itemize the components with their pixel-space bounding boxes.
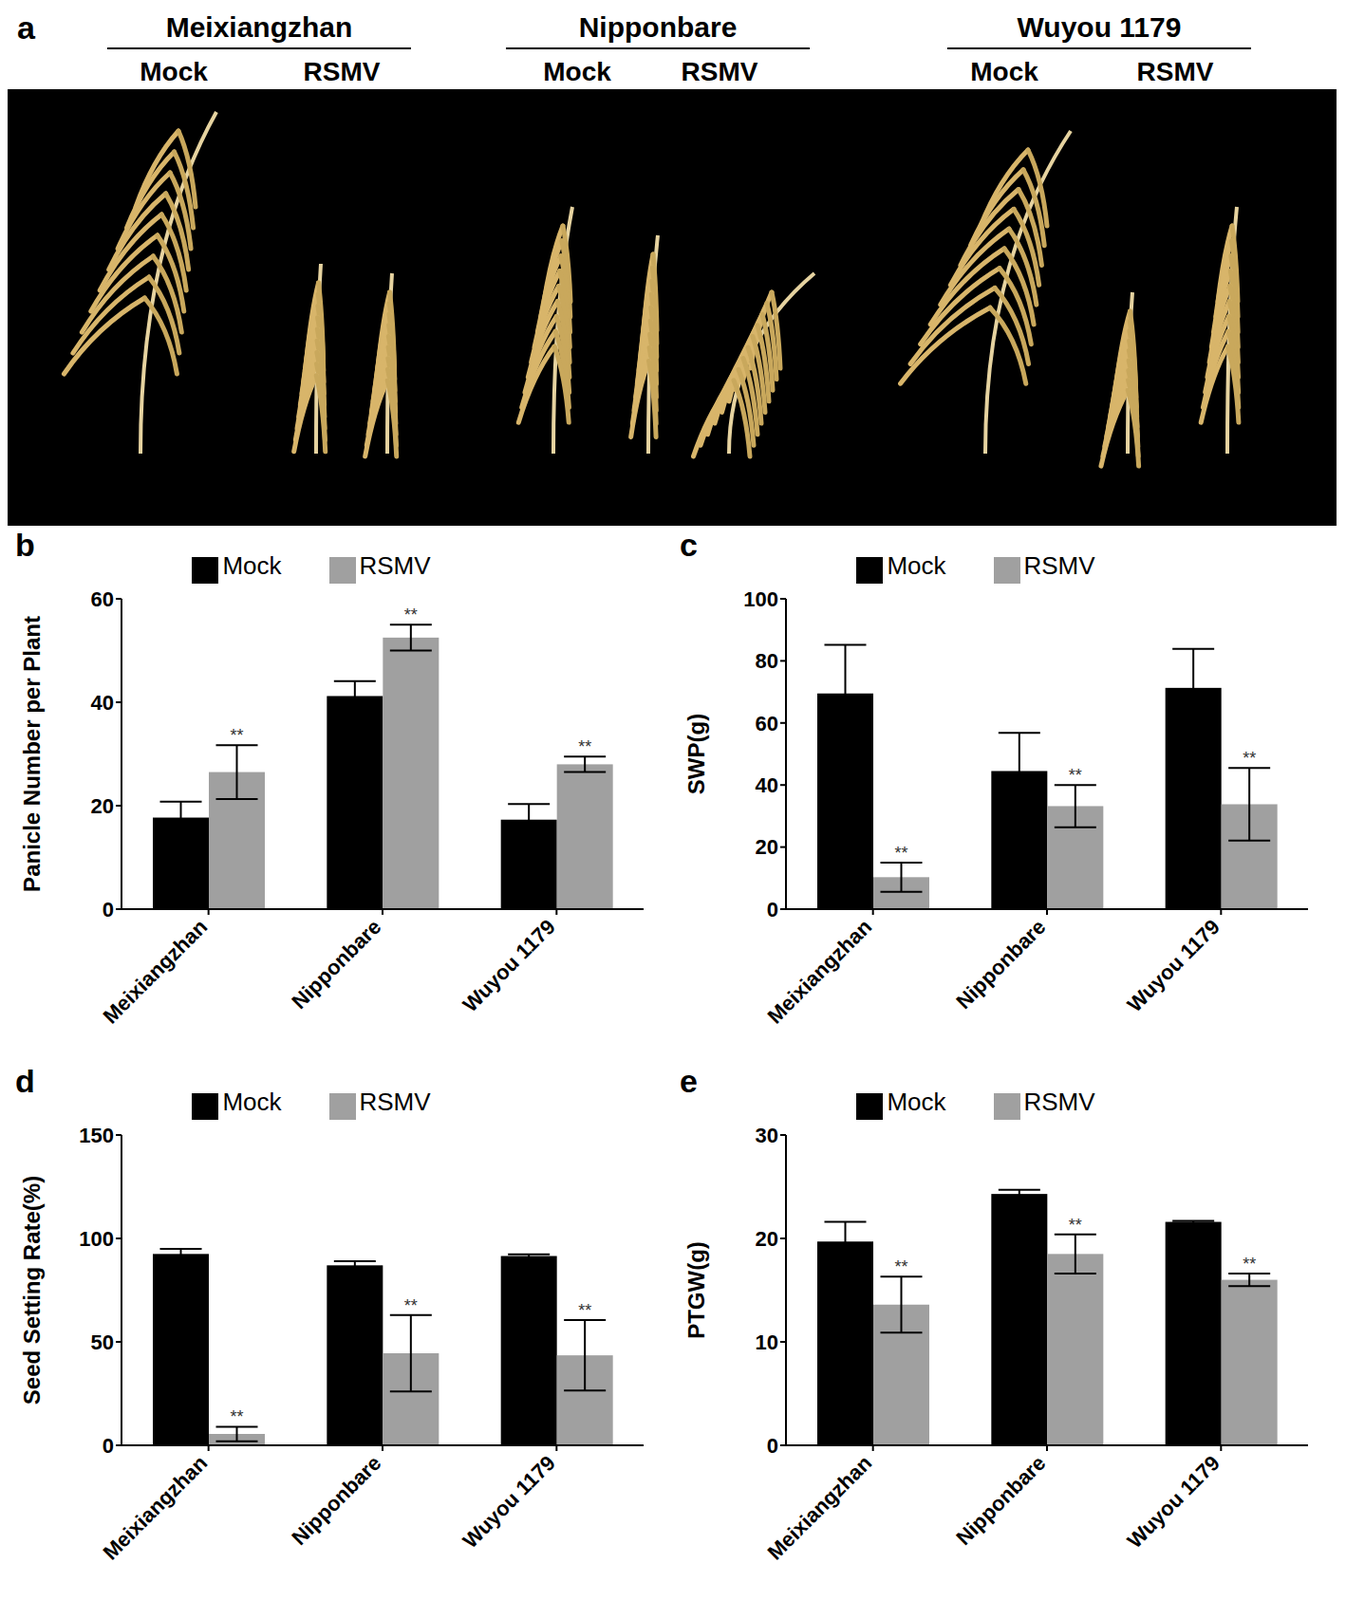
svg-text:**: **	[404, 1296, 418, 1316]
svg-text:150: 150	[78, 1123, 114, 1148]
svg-text:**: **	[578, 737, 592, 757]
html-text:Nipponbare: Nipponbare	[578, 11, 737, 43]
html-text:Mock: Mock	[543, 56, 612, 87]
svg-text:**: **	[229, 726, 244, 746]
html-text:Mock: Mock	[222, 551, 282, 580]
html-text:RSMV: RSMV	[1023, 551, 1096, 580]
svg-text:Nipponbare: Nipponbare	[286, 1451, 386, 1551]
html-text:RSMV: RSMV	[303, 56, 381, 87]
svg-text:Meixiangzhan: Meixiangzhan	[763, 1451, 878, 1566]
html-text:a: a	[17, 9, 36, 46]
svg-text:0: 0	[102, 897, 114, 922]
svg-text:**: **	[1242, 1254, 1256, 1274]
html-text:b: b	[15, 526, 35, 563]
svg-text:Meixiangzhan: Meixiangzhan	[98, 915, 213, 1029]
svg-text:30: 30	[755, 1123, 779, 1148]
svg-text:100: 100	[743, 587, 779, 612]
html-text:Mock: Mock	[886, 551, 946, 580]
html-text:RSMV: RSMV	[1136, 56, 1214, 87]
svg-text:Meixiangzhan: Meixiangzhan	[763, 915, 878, 1029]
html-text:Mock: Mock	[222, 1087, 282, 1117]
html-text:c: c	[679, 526, 698, 563]
svg-text:0: 0	[102, 1434, 114, 1459]
svg-text:Nipponbare: Nipponbare	[286, 915, 386, 1014]
html-text:Meixiangzhan: Meixiangzhan	[165, 11, 353, 43]
svg-text:100: 100	[78, 1227, 114, 1252]
svg-text:**: **	[894, 1257, 908, 1277]
svg-text:**: **	[404, 605, 418, 625]
html-text:d: d	[15, 1063, 35, 1100]
svg-text:**: **	[578, 1301, 592, 1321]
svg-text:**: **	[1068, 766, 1083, 786]
svg-text:SWP(g): SWP(g)	[683, 713, 710, 795]
svg-text:20: 20	[91, 794, 114, 819]
svg-text:Panicle Number per Plant: Panicle Number per Plant	[18, 616, 45, 893]
svg-text:0: 0	[766, 1434, 779, 1459]
svg-text:**: **	[894, 843, 908, 863]
svg-text:80: 80	[755, 649, 779, 673]
svg-text:Wuyou 1179: Wuyou 1179	[1122, 1451, 1225, 1553]
html-text:RSMV: RSMV	[359, 1087, 431, 1117]
svg-text:PTGW(g): PTGW(g)	[683, 1241, 710, 1340]
svg-text:Seed Setting Rate(%): Seed Setting Rate(%)	[18, 1176, 45, 1405]
html-text:RSMV: RSMV	[359, 551, 431, 580]
html-text:RSMV: RSMV	[681, 56, 758, 87]
svg-text:40: 40	[755, 773, 779, 798]
html-text:Wuyou 1179: Wuyou 1179	[1017, 11, 1182, 43]
svg-text:0: 0	[766, 897, 779, 922]
svg-text:40: 40	[91, 691, 114, 715]
html-text:Mock: Mock	[139, 56, 208, 87]
svg-text:**: **	[1068, 1215, 1083, 1235]
html-text:RSMV: RSMV	[1023, 1087, 1096, 1117]
svg-text:Wuyou 1179: Wuyou 1179	[1122, 915, 1225, 1017]
svg-text:60: 60	[91, 587, 114, 612]
html-text:e: e	[679, 1063, 698, 1100]
svg-text:Nipponbare: Nipponbare	[951, 915, 1050, 1014]
svg-text:60: 60	[755, 711, 779, 736]
svg-text:50: 50	[91, 1330, 114, 1355]
svg-text:20: 20	[755, 1227, 779, 1252]
svg-text:**: **	[1242, 748, 1256, 768]
svg-text:**: **	[229, 1407, 244, 1427]
svg-text:Wuyou 1179: Wuyou 1179	[458, 915, 561, 1017]
svg-text:20: 20	[755, 835, 779, 860]
svg-text:Meixiangzhan: Meixiangzhan	[98, 1451, 213, 1566]
svg-text:Nipponbare: Nipponbare	[951, 1451, 1050, 1551]
svg-text:10: 10	[755, 1330, 779, 1355]
html-text:Mock: Mock	[970, 56, 1039, 87]
svg-text:Wuyou 1179: Wuyou 1179	[458, 1451, 561, 1553]
html-text:Mock: Mock	[886, 1087, 946, 1117]
